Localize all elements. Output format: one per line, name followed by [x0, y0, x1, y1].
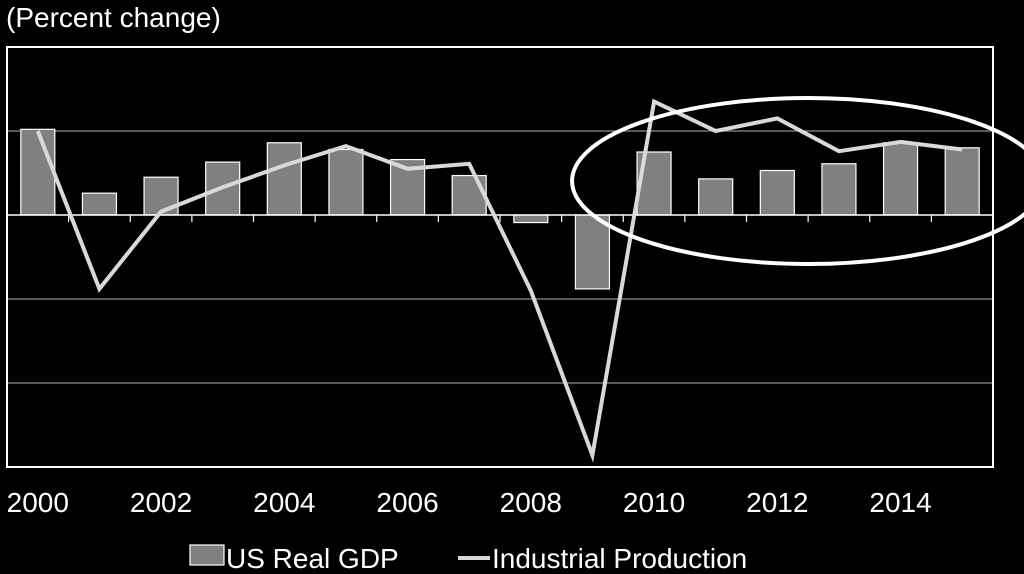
axes [6, 46, 994, 468]
x-tick-label: 2006 [376, 487, 438, 518]
highlight-ellipse [570, 96, 1024, 266]
x-tick-label: 2010 [623, 487, 685, 518]
gdp-bar [328, 148, 364, 216]
x-tick-label: 2002 [130, 487, 192, 518]
x-axis-tick-labels: 2000 2002 2004 2006 2008 2010 2012 2014 [7, 487, 932, 518]
gdp-bar [451, 174, 487, 216]
legend-label-gdp: US Real GDP [226, 543, 399, 574]
chart-title: (Percent change) [6, 2, 221, 33]
gdp-bar [821, 163, 857, 216]
x-tick-label: 2012 [746, 487, 808, 518]
gdp-bar [698, 178, 734, 216]
gdp-bar [882, 142, 919, 216]
gdp-bars [20, 128, 980, 290]
gdp-bar [759, 169, 795, 216]
x-tick-label: 2014 [869, 487, 931, 518]
legend-swatch-gdp [189, 544, 225, 566]
industrial-production-line [35, 98, 963, 463]
industrial-production-line-layer [35, 98, 963, 463]
grid-lines [7, 130, 993, 384]
highlight-annotation [570, 96, 1024, 266]
gdp-bar [81, 192, 118, 216]
x-tick-label: 2000 [7, 487, 69, 518]
gdp-bar [574, 214, 611, 290]
plot-frame [6, 46, 994, 468]
gdp-bar [143, 176, 179, 216]
x-tick-label: 2008 [500, 487, 562, 518]
gdp-bar [266, 142, 302, 216]
gdp-bar [513, 214, 549, 224]
legend: US Real GDP Industrial Production [189, 543, 747, 574]
legend-label-industrial-production: Industrial Production [492, 543, 747, 574]
gdp-bar [944, 147, 980, 216]
x-tick-label: 2004 [253, 487, 315, 518]
gdp-bar [20, 128, 56, 216]
